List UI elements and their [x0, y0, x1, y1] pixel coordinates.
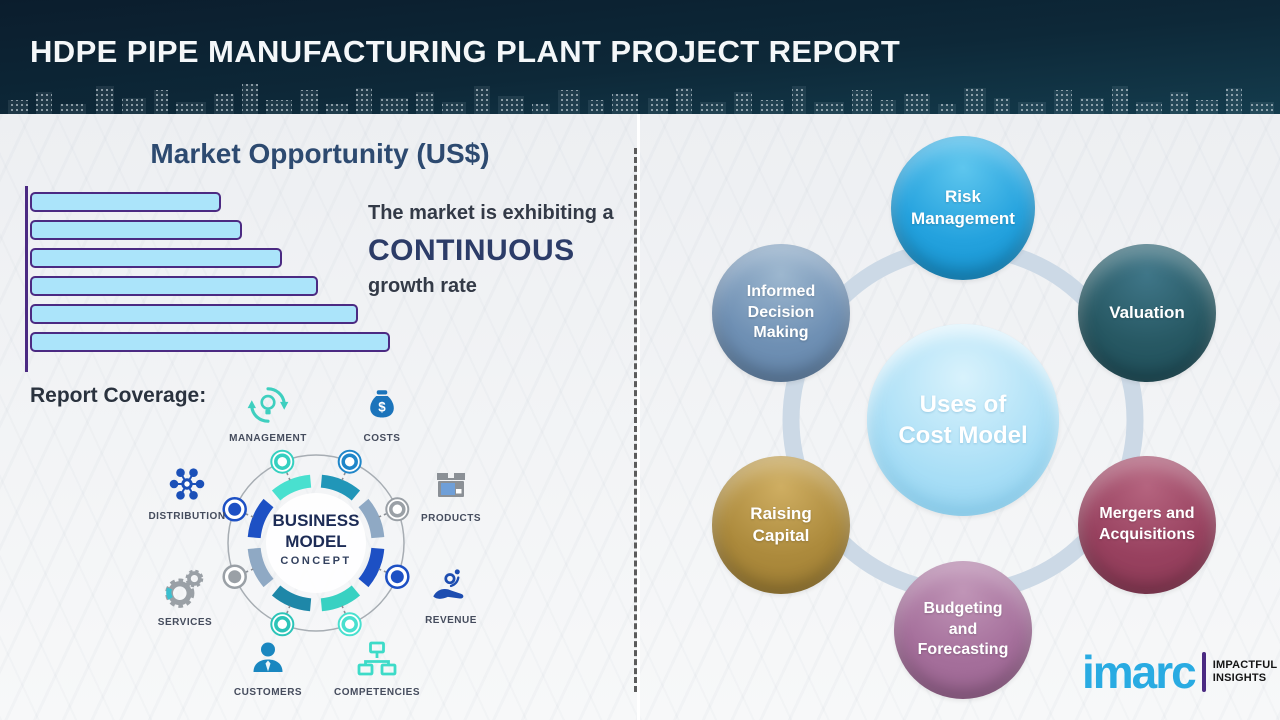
bm-item-competencies: COMPETENCIES [331, 638, 423, 698]
imarc-tagline: IMPACTFUL INSIGHTS [1212, 658, 1278, 684]
market-note-outro: growth rate [368, 275, 477, 297]
bm-item-costs: $ COSTS [336, 384, 428, 444]
business-model-title: BUSINESS MODEL [272, 511, 360, 552]
bm-item-label: REVENUE [425, 615, 477, 626]
market-note: The market is exhibiting a CONTINUOUS gr… [368, 202, 633, 298]
bm-item-label: COMPETENCIES [333, 687, 420, 698]
bm-item-label: DISTRIBUTION [148, 511, 226, 522]
circle-budgeting-forecasting: Budgeting and Forecasting [894, 561, 1032, 699]
circle-raising-capital: Raising Capital [712, 456, 850, 594]
bar [30, 332, 390, 352]
dashed-divider [634, 148, 637, 692]
bm-item-label: SERVICES [157, 617, 213, 628]
right-panel: Risk Management Valuation Informed Decis… [640, 114, 1280, 720]
market-opportunity-title: Market Opportunity (US$) [150, 138, 490, 169]
gears-icon [165, 569, 204, 608]
left-panel: Market Opportunity (US$) The market is e… [0, 114, 637, 720]
svg-text:$: $ [378, 399, 386, 414]
bm-item-label: COSTS [363, 433, 401, 444]
bar [30, 304, 358, 324]
bar [30, 192, 221, 212]
business-model-subtitle: CONCEPT [280, 554, 352, 567]
report-coverage-label: Report Coverage: [30, 384, 207, 407]
bm-item-products: PRODUCTS [405, 464, 497, 524]
money-bag-icon: $ [370, 390, 394, 418]
hand-coins-icon [433, 569, 464, 599]
logo-divider [1201, 652, 1206, 692]
circle-mergers-acquisitions: Mergers and Acquisitions [1078, 456, 1216, 594]
bm-item-customers: CUSTOMERS [222, 638, 314, 698]
package-box-icon [437, 473, 465, 497]
bar [30, 248, 282, 268]
org-chart-icon [357, 641, 397, 676]
circle-valuation: Valuation [1078, 244, 1216, 382]
market-note-intro: The market is exhibiting a [368, 202, 614, 224]
page-title: HDPE PIPE MANUFACTURING PLANT PROJECT RE… [30, 34, 901, 69]
imarc-brand: imarc IMPACTFUL INSIGHTS [1082, 645, 1278, 698]
circle-uses-of-cost-model: Uses of Cost Model [867, 324, 1059, 516]
imarc-logo: imarc [1082, 645, 1197, 698]
bar [30, 276, 318, 296]
bm-item-label: CUSTOMERS [233, 687, 303, 698]
bm-item-label: PRODUCTS [420, 513, 482, 524]
bm-item-revenue: REVENUE [405, 564, 497, 626]
person-icon [253, 642, 283, 672]
management-cycle-icon [247, 387, 289, 423]
network-hub-icon [169, 468, 205, 500]
bm-item-management: MANAGEMENT [222, 382, 314, 444]
header-banner: HDPE PIPE MANUFACTURING PLANT PROJECT RE… [0, 0, 1280, 114]
bar [30, 220, 242, 240]
bm-item-distribution: DISTRIBUTION [141, 462, 233, 522]
circle-risk-management: Risk Management [891, 136, 1035, 280]
business-model-ring [222, 449, 410, 637]
city-skyline-icon [8, 84, 1274, 114]
bm-item-label: MANAGEMENT [229, 433, 307, 444]
bm-item-services: SERVICES [139, 566, 231, 628]
market-bars [25, 186, 390, 372]
business-model-center: BUSINESS MODEL CONCEPT [246, 510, 386, 567]
circle-informed-decision-making: Informed Decision Making [712, 244, 850, 382]
market-note-emphasis: CONTINUOUS [368, 234, 575, 267]
